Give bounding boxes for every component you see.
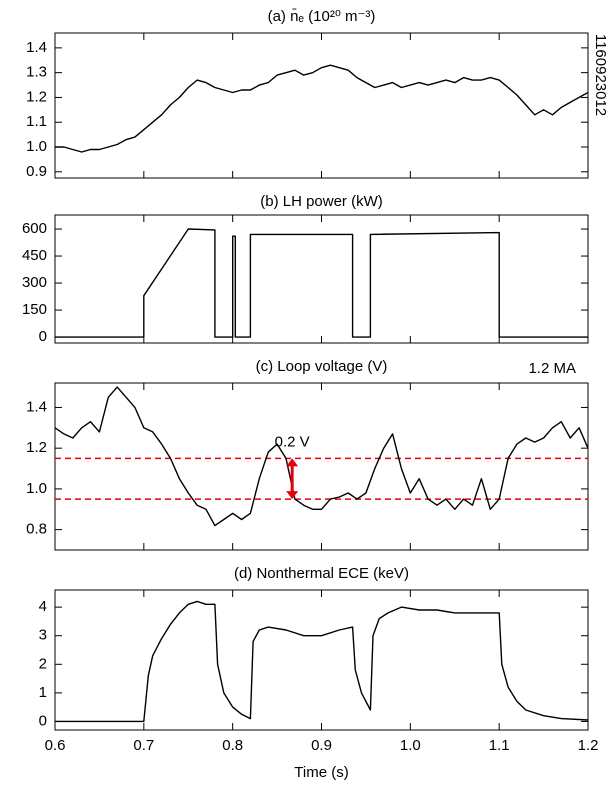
- y-tick-label: 300: [22, 274, 47, 291]
- arrow-head: [286, 458, 299, 467]
- y-tick-label: 1.4: [26, 398, 47, 415]
- arrow-head: [286, 491, 299, 500]
- data-line: [55, 228, 588, 338]
- annotation: 1.2 MA: [528, 360, 576, 377]
- y-tick-label: 1.2: [26, 88, 47, 105]
- x-tick-label: 1.0: [400, 737, 421, 754]
- y-tick-label: 0.8: [26, 521, 47, 538]
- plot-frame: [54, 32, 589, 179]
- y-tick-label: 1.1: [26, 113, 47, 130]
- y-tick-label: 150: [22, 301, 47, 318]
- x-tick-label: 0.7: [133, 737, 154, 754]
- panel-title: (b) LH power (kW): [260, 193, 383, 210]
- data-line: [54, 386, 589, 527]
- annotation: 1160923012: [592, 34, 609, 116]
- data-line: [55, 600, 589, 723]
- y-tick-label: 1: [39, 684, 47, 701]
- y-tick-label: 4: [39, 598, 47, 615]
- y-tick-label: 3: [39, 627, 47, 644]
- y-tick-label: 1.0: [26, 480, 47, 497]
- y-tick-label: 0: [39, 328, 47, 345]
- y-tick-label: 0.9: [26, 163, 47, 180]
- x-tick-label: 0.9: [311, 737, 332, 754]
- annotation: 0.2 V: [275, 433, 310, 450]
- y-tick-label: 1.2: [26, 439, 47, 456]
- y-tick-label: 1.3: [26, 64, 47, 81]
- y-tick-label: 450: [22, 247, 47, 264]
- panel-title: (c) Loop voltage (V): [256, 358, 388, 375]
- x-tick-label: 1.1: [489, 737, 510, 754]
- panel-title: (a) n̄ₑ (10²⁰ m⁻³): [268, 8, 376, 25]
- x-tick-label: 0.6: [45, 737, 66, 754]
- y-tick-label: 2: [39, 655, 47, 672]
- data-line: [55, 64, 589, 153]
- y-tick-label: 1.4: [26, 39, 47, 56]
- x-axis-label: Time (s): [294, 764, 348, 781]
- y-tick-label: 600: [22, 220, 47, 237]
- panel-title: (d) Nonthermal ECE (keV): [234, 565, 409, 582]
- plot-frame: [54, 589, 589, 731]
- x-tick-label: 0.8: [222, 737, 243, 754]
- y-tick-label: 1.0: [26, 138, 47, 155]
- y-tick-label: 0: [39, 712, 47, 729]
- x-tick-label: 1.2: [578, 737, 599, 754]
